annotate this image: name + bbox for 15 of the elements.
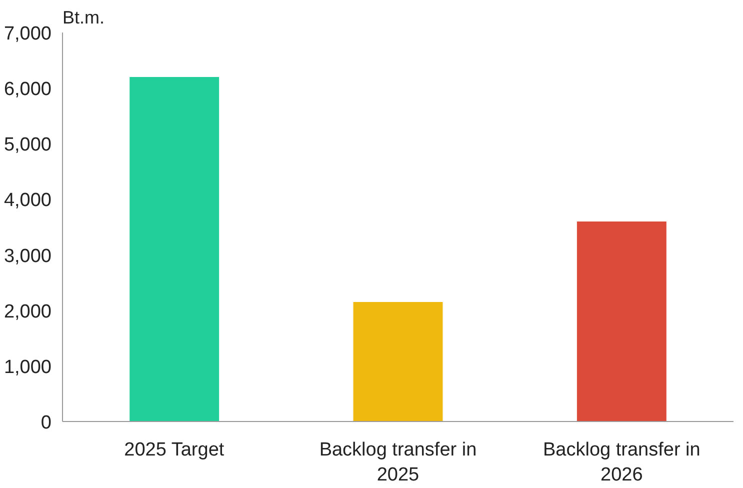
y-tick-label: 4,000	[4, 190, 52, 212]
y-tick-label: 1,000	[4, 356, 52, 378]
bar	[130, 76, 220, 422]
x-tick-label: Backlog transfer in 2026	[542, 440, 700, 486]
bar	[353, 302, 443, 422]
x-tick-label: 2025 Target	[124, 440, 225, 460]
y-tick-label: 5,000	[4, 134, 52, 156]
y-tick-label: 2,000	[4, 301, 52, 322]
y-axis-title: Bt.m.	[62, 8, 105, 28]
y-tick-label: 3,000	[4, 246, 52, 267]
y-tick-label: 6,000	[4, 79, 52, 100]
y-tick-label: 0	[40, 412, 52, 434]
x-tick-label: Backlog transfer in 2025	[319, 440, 477, 486]
bar	[576, 221, 666, 422]
y-tick-label: 7,000	[4, 24, 52, 44]
